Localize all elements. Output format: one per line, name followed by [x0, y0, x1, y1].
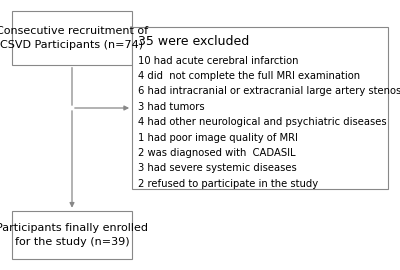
Text: 4 had other neurological and psychiatric diseases: 4 had other neurological and psychiatric…	[138, 117, 387, 127]
Text: 2 refused to participate in the study: 2 refused to participate in the study	[138, 178, 318, 189]
FancyBboxPatch shape	[12, 11, 132, 65]
Text: 1 had poor image quality of MRI: 1 had poor image quality of MRI	[138, 133, 298, 143]
Text: 35 were excluded: 35 were excluded	[138, 35, 249, 48]
Text: 6 had intracranial or extracranial large artery stenosis of >50%: 6 had intracranial or extracranial large…	[138, 86, 400, 96]
FancyBboxPatch shape	[12, 211, 132, 259]
Text: 4 did  not complete the full MRI examination: 4 did not complete the full MRI examinat…	[138, 71, 360, 81]
Text: 10 had acute cerebral infarction: 10 had acute cerebral infarction	[138, 56, 298, 66]
FancyBboxPatch shape	[132, 27, 388, 189]
Text: Consecutive recruitment of
CSVD Participants (n=74): Consecutive recruitment of CSVD Particip…	[0, 26, 148, 50]
Text: Participants finally enrolled
for the study (n=39): Participants finally enrolled for the st…	[0, 223, 148, 247]
Text: 3 had severe systemic diseases: 3 had severe systemic diseases	[138, 163, 297, 173]
Text: 3 had tumors: 3 had tumors	[138, 102, 205, 112]
Text: 2 was diagnosed with  CADASIL: 2 was diagnosed with CADASIL	[138, 148, 296, 158]
